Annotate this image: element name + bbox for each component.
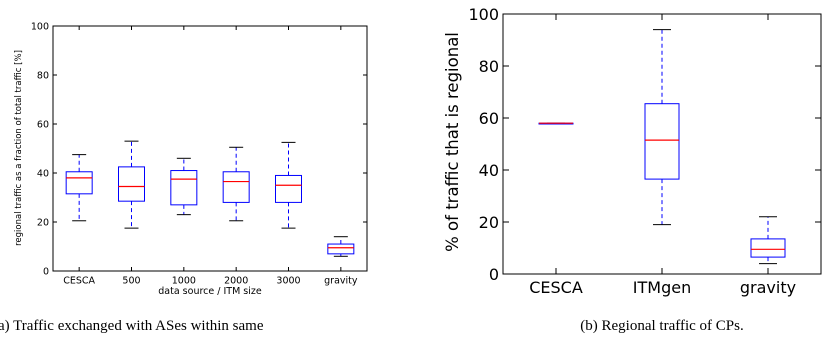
y-tick-label: 80 xyxy=(479,57,499,76)
iqr-box xyxy=(170,170,198,206)
x-tick-label: CESCA xyxy=(63,276,95,287)
y-tick-label: 100 xyxy=(31,21,49,32)
y-axis-a: 0 20 40 60 80 100 xyxy=(31,21,367,277)
y-tick-label: 0 xyxy=(489,265,499,284)
iqr-box xyxy=(222,171,250,203)
y-tick-label: 80 xyxy=(37,70,49,81)
y-tick-label: 60 xyxy=(479,109,499,128)
y-tick-label: 60 xyxy=(37,119,49,130)
y-axis-b: 0 20 40 60 80 100 xyxy=(468,5,821,284)
x-axis-b: CESCA ITMgen gravity xyxy=(529,14,796,297)
y-tick-label: 20 xyxy=(37,217,49,228)
boxes-a xyxy=(65,140,355,257)
x-tick-label: 500 xyxy=(122,276,140,287)
chart-b: 0 20 40 60 80 100 CESCA ITMgen gravity % of tra… xyxy=(443,5,822,334)
x-axis-a: CESCA 500 1000 2000 3000 gravity xyxy=(63,26,358,287)
x-tick-label: 2000 xyxy=(224,276,248,287)
y-axis-label-b: % of traffic that is regional xyxy=(443,32,462,252)
x-tick-label: 3000 xyxy=(276,276,300,287)
x-tick-label: ITMgen xyxy=(633,278,691,297)
y-tick-label: 100 xyxy=(468,5,499,24)
iqr-box xyxy=(65,171,93,195)
x-axis-label-a: data source / ITM size xyxy=(158,286,262,297)
y-tick-label: 40 xyxy=(37,168,49,179)
x-tick-label: gravity xyxy=(324,276,358,287)
iqr-box xyxy=(327,243,355,255)
caption-a: (a) Traffic exchanged with ASes within s… xyxy=(0,318,264,334)
chart-a: 0 20 40 60 80 100 CESCA 500 1000 2000 3000 gravity… xyxy=(0,21,368,334)
x-tick-label: CESCA xyxy=(529,278,583,297)
y-tick-label: 20 xyxy=(479,213,499,232)
iqr-box xyxy=(118,166,145,202)
plot-frame-a xyxy=(52,25,368,272)
caption-b: (b) Regional traffic of CPs. xyxy=(580,318,743,334)
x-tick-label: 1000 xyxy=(172,276,196,287)
y-axis-label-a: regional traffic as a fraction of total … xyxy=(14,50,24,246)
iqr-box xyxy=(750,238,786,258)
boxes-b xyxy=(538,29,786,265)
iqr-box xyxy=(644,103,680,180)
iqr-box xyxy=(275,174,302,203)
y-tick-label: 0 xyxy=(43,266,49,277)
y-tick-label: 40 xyxy=(479,161,499,180)
x-tick-label: gravity xyxy=(740,278,796,297)
